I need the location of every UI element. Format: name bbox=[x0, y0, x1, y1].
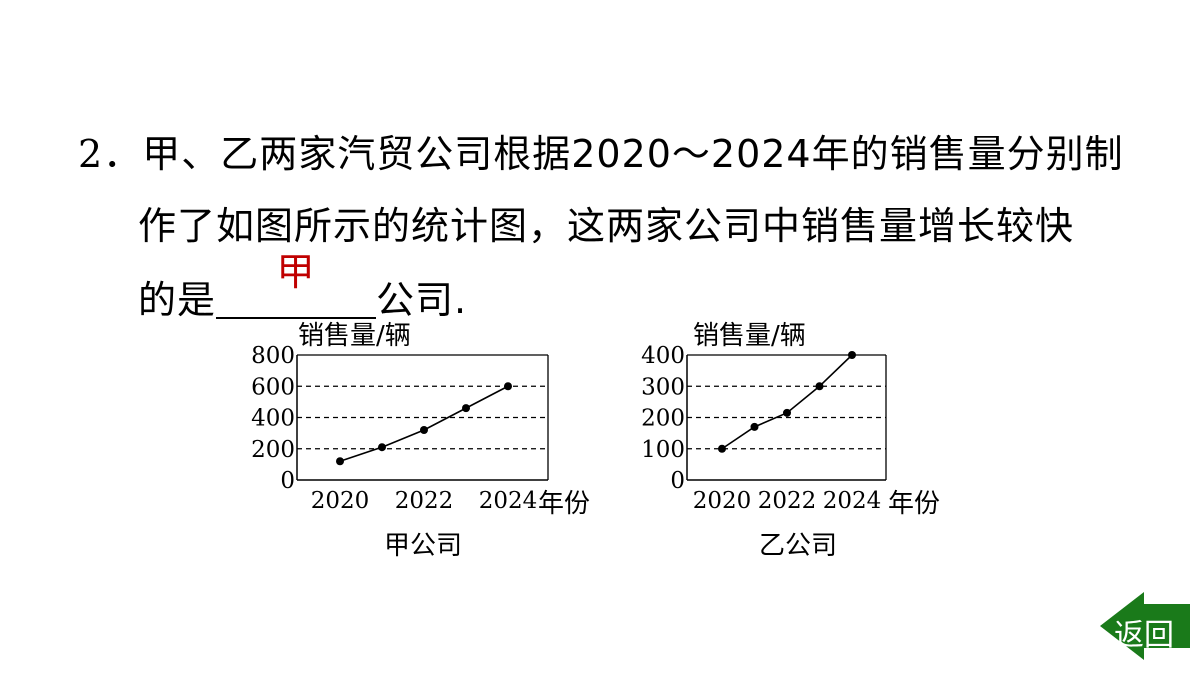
answer-blank: 甲 bbox=[216, 253, 377, 319]
y-axis-label: 销售量/辆 bbox=[693, 321, 806, 351]
data-point bbox=[848, 351, 856, 359]
x-tick-label: 2024 bbox=[479, 488, 538, 514]
data-point bbox=[504, 382, 512, 391]
back-button[interactable]: 返回 bbox=[1096, 588, 1192, 664]
y-tick-label: 100 bbox=[641, 437, 685, 463]
question-number: 2． bbox=[78, 132, 143, 176]
y-tick-label: 200 bbox=[641, 406, 685, 432]
chart-caption: 乙公司 bbox=[759, 531, 837, 561]
data-point bbox=[336, 457, 344, 466]
y-tick-label: 0 bbox=[670, 468, 685, 494]
y-tick-label: 200 bbox=[251, 437, 295, 463]
back-arrow-icon bbox=[1100, 592, 1190, 660]
x-axis-label: 年份 bbox=[538, 489, 590, 519]
x-tick-label: 2020 bbox=[693, 488, 752, 514]
data-point bbox=[378, 443, 386, 452]
data-point bbox=[718, 444, 726, 453]
question-line-3-start: 的是 bbox=[138, 278, 217, 322]
y-tick-label: 400 bbox=[251, 406, 295, 432]
question-line-3-end: 公司. bbox=[376, 278, 468, 322]
chart-caption: 甲公司 bbox=[384, 531, 462, 561]
y-tick-label: 600 bbox=[251, 374, 295, 400]
y-tick-label: 0 bbox=[280, 468, 295, 494]
data-point bbox=[815, 382, 824, 391]
back-label: 返回 bbox=[1114, 618, 1174, 653]
data-point bbox=[420, 426, 428, 434]
answer-text: 甲 bbox=[276, 250, 316, 294]
series-line bbox=[721, 354, 853, 450]
x-tick-label: 2024 bbox=[823, 488, 882, 514]
data-point bbox=[783, 408, 791, 417]
y-axis-label: 销售量/辆 bbox=[298, 321, 411, 351]
x-tick-label: 2020 bbox=[311, 488, 370, 514]
data-point bbox=[462, 404, 470, 413]
question-line-1: 甲、乙两家汽贸公司根据2020～2024年的销售量分别制 bbox=[142, 132, 1124, 176]
y-tick-label: 400 bbox=[641, 343, 685, 369]
x-tick-label: 2022 bbox=[395, 488, 454, 514]
series-line bbox=[339, 385, 509, 463]
y-tick-label: 300 bbox=[641, 374, 685, 400]
data-point bbox=[750, 422, 759, 431]
x-tick-label: 2022 bbox=[758, 488, 817, 514]
question-line-2: 作了如图所示的统计图，这两家公司中销售量增长较快 bbox=[138, 204, 1075, 248]
y-tick-label: 800 bbox=[251, 343, 295, 369]
question-text: 2．甲、乙两家汽贸公司根据2020～2024年的销售量分别制 作了如图所示的统计… bbox=[0, 0, 1200, 330]
x-axis-label: 年份 bbox=[888, 489, 940, 519]
